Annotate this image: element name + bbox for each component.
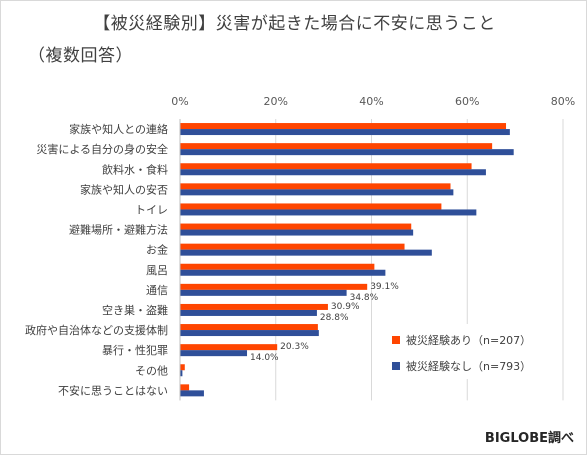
legend-swatch-without-experience xyxy=(392,362,400,370)
x-tick-label: 20% xyxy=(264,95,288,108)
bar-with-experience xyxy=(180,324,318,331)
bar-with-experience xyxy=(180,203,442,210)
bar-without-experience xyxy=(180,189,454,196)
category-label: その他 xyxy=(135,364,168,377)
category-label: お金 xyxy=(146,243,168,257)
category-label: 家族や知人との連絡 xyxy=(69,122,168,136)
x-tick-label: 40% xyxy=(359,95,383,108)
legend-label-with-experience: 被災経験あり（n=207） xyxy=(406,334,532,347)
legend-item-without-experience: 被災経験なし（n=793） xyxy=(392,358,531,374)
x-tick-label: 80% xyxy=(551,95,575,108)
category-label: 風呂 xyxy=(146,264,168,277)
category-label: 家族や知人の安否 xyxy=(80,182,168,196)
bar-without-experience xyxy=(180,330,319,337)
bar-with-experience xyxy=(180,384,190,391)
bar-with-experience xyxy=(180,183,451,190)
category-label: トイレ xyxy=(135,203,168,216)
category-label: 政府や自治体などの支援体制 xyxy=(25,323,168,337)
data-label: 28.8% xyxy=(320,313,349,323)
bar-without-experience xyxy=(180,129,510,136)
bar-without-experience xyxy=(180,390,204,397)
category-label: 避難場所・避難方法 xyxy=(69,223,168,237)
bar-without-experience xyxy=(180,269,386,276)
category-label: 空き巣・盗難 xyxy=(102,303,168,317)
bar-with-experience xyxy=(180,263,375,270)
bar-with-experience xyxy=(180,223,412,230)
category-label: 通信 xyxy=(146,284,168,297)
bar-without-experience xyxy=(180,149,514,156)
bar-with-experience xyxy=(180,364,185,371)
bar-with-experience xyxy=(180,123,507,130)
data-label: 30.9% xyxy=(331,302,360,312)
bar-with-experience xyxy=(180,283,368,290)
x-tick-label: 0% xyxy=(171,95,188,108)
legend-item-with-experience: 被災経験あり（n=207） xyxy=(392,332,531,348)
chart-title-line2: （複数回答） xyxy=(28,46,133,66)
bar-without-experience xyxy=(180,309,317,316)
category-label: 飲料水・食料 xyxy=(102,162,168,176)
bar-without-experience xyxy=(180,370,183,377)
bar-without-experience xyxy=(180,249,432,256)
category-label: 災害による自分の身の安全 xyxy=(36,142,168,156)
chart-legend: 被災経験あり（n=207） 被災経験なし（n=793） xyxy=(384,324,534,379)
bar-without-experience xyxy=(180,209,477,216)
category-label: 暴行・性犯罪 xyxy=(102,343,168,357)
data-label: 20.3% xyxy=(280,342,309,352)
x-tick-label: 60% xyxy=(455,95,479,108)
bar-without-experience xyxy=(180,289,347,296)
legend-swatch-with-experience xyxy=(392,336,400,344)
bar-without-experience xyxy=(180,229,414,236)
data-label: 34.8% xyxy=(350,293,379,303)
bar-with-experience xyxy=(180,143,493,150)
bar-with-experience xyxy=(180,344,278,351)
bar-with-experience xyxy=(180,163,472,170)
data-label: 14.0% xyxy=(250,353,279,363)
bar-without-experience xyxy=(180,169,486,176)
bar-without-experience xyxy=(180,350,248,357)
data-label: 39.1% xyxy=(370,282,399,292)
bar-with-experience xyxy=(180,243,405,250)
legend-label-without-experience: 被災経験なし（n=793） xyxy=(406,360,532,373)
chart-title-line1: 【被災経験別】災害が起きた場合に不安に思うこと xyxy=(93,14,496,34)
bar-with-experience xyxy=(180,303,328,310)
category-label: 不安に思うことはない xyxy=(58,383,168,397)
source-credit: BIGLOBE調べ xyxy=(484,431,574,446)
